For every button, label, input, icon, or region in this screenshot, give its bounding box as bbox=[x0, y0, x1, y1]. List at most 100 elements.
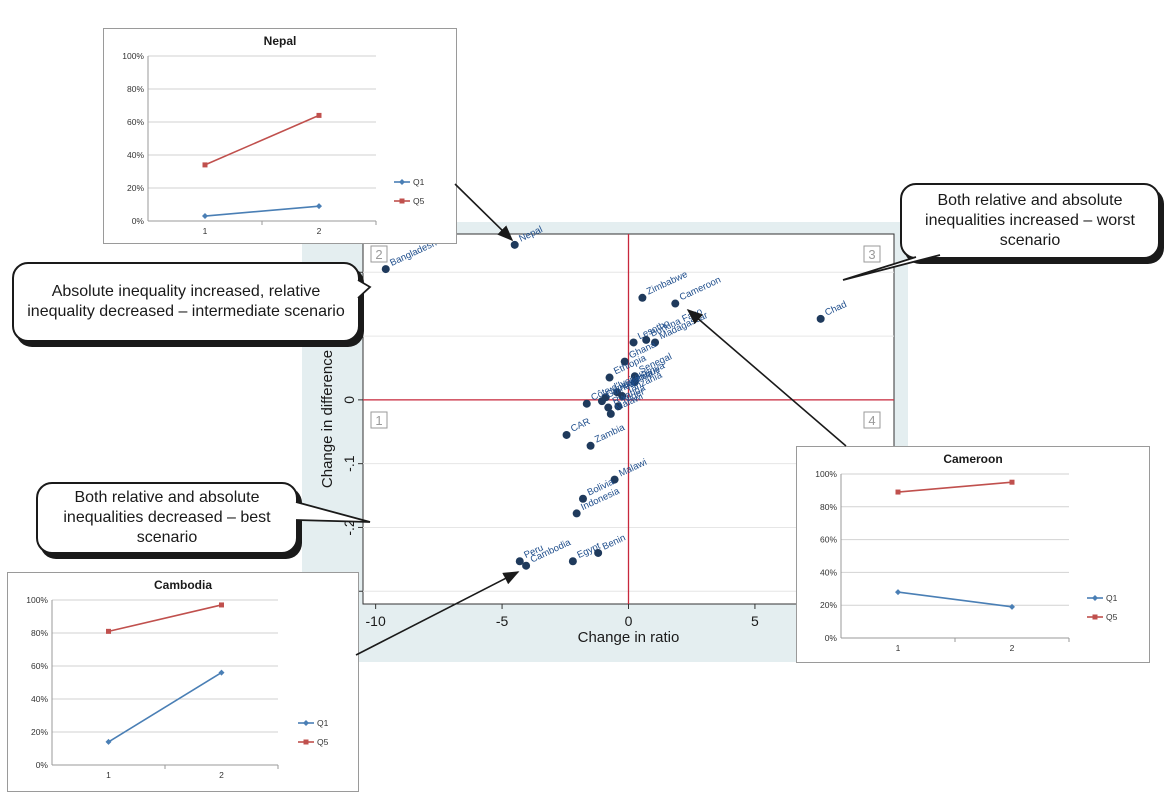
inset-series-line bbox=[108, 671, 222, 743]
quadrant-number: 3 bbox=[868, 247, 875, 262]
scatter-point bbox=[604, 403, 613, 412]
inset-y-tick-label: 40% bbox=[127, 150, 144, 160]
inset-y-tick-label: 60% bbox=[31, 661, 48, 671]
inset-marker-diamond bbox=[105, 738, 112, 745]
inset-series-line bbox=[204, 114, 320, 166]
inset-legend-marker bbox=[1092, 614, 1098, 620]
quadrant-number: 2 bbox=[375, 247, 382, 262]
inset-svg: Cambodia 0% 20% 40% 60% 80% 100% 1 2 Q1 Q5 bbox=[26, 578, 329, 780]
scatter-point bbox=[510, 240, 519, 249]
inset-legend-label: Q1 bbox=[413, 177, 425, 187]
quadrant-number-box bbox=[863, 411, 881, 429]
inset-y-tick-label: 0% bbox=[132, 216, 145, 226]
callout-intermediate-text: Absolute inequality increased, relative … bbox=[27, 283, 345, 320]
inset-legend-label: Q5 bbox=[413, 196, 425, 206]
scatter-point bbox=[578, 494, 587, 503]
scatter-point bbox=[816, 314, 825, 323]
x-tick-label: -5 bbox=[496, 613, 509, 629]
x-tick-label: 5 bbox=[751, 613, 759, 629]
scatter-point bbox=[642, 335, 651, 344]
inset-marker-square bbox=[219, 602, 224, 608]
scatter-point bbox=[381, 265, 390, 274]
quadrant-number-box bbox=[370, 411, 388, 429]
inset-y-tick-label: 80% bbox=[127, 84, 144, 94]
inset-marker-square bbox=[202, 162, 208, 168]
inset-y-tick-label: 20% bbox=[127, 183, 144, 193]
inset-marker-square bbox=[1009, 479, 1015, 485]
x-axis-label: Change in ratio bbox=[578, 629, 680, 646]
inset-title: Cambodia bbox=[154, 578, 212, 592]
inset-y-tick-label: 100% bbox=[26, 595, 48, 605]
inset-y-tick-label: 80% bbox=[31, 628, 48, 638]
inset-legend-label: Q1 bbox=[317, 718, 329, 728]
inset-x-tick-label: 2 bbox=[219, 770, 224, 780]
inset-svg: Nepal 0% 20% 40% 60% 80% 100% 1 2 Q1 Q5 bbox=[122, 34, 425, 236]
inset-series-line bbox=[897, 591, 1013, 608]
scatter-point bbox=[630, 378, 639, 386]
scatter-point bbox=[614, 402, 623, 411]
nepal-inset-chart: Nepal 0% 20% 40% 60% 80% 100% 1 2 Q1 Q5 bbox=[103, 28, 457, 244]
inset-y-tick-label: 100% bbox=[815, 469, 837, 479]
scatter-point bbox=[671, 299, 680, 308]
inset-y-tick-label: 60% bbox=[820, 535, 837, 545]
scatter-point bbox=[630, 372, 639, 381]
callout-intermediate-scenario: Absolute inequality increased, relative … bbox=[12, 262, 360, 342]
quadrant-number: 4 bbox=[868, 413, 875, 428]
cambodia-inset-chart: Cambodia 0% 20% 40% 60% 80% 100% 1 2 Q1 Q5 bbox=[7, 572, 359, 792]
scatter-point bbox=[638, 293, 647, 302]
y-axis-label: Change in difference bbox=[319, 350, 336, 488]
inset-x-tick-label: 1 bbox=[203, 226, 208, 236]
scatter-point bbox=[582, 399, 591, 408]
quadrant-number-box bbox=[370, 245, 388, 263]
inset-marker-diamond bbox=[218, 669, 225, 676]
scatter-point bbox=[618, 392, 627, 401]
inset-y-tick-label: 100% bbox=[122, 51, 144, 61]
scatter-point bbox=[605, 373, 614, 382]
inset-y-tick-label: 80% bbox=[820, 502, 837, 512]
inset-legend-label: Q1 bbox=[1106, 593, 1118, 603]
callout-best-scenario: Both relative and absolute inequalities … bbox=[36, 482, 298, 554]
inset-y-tick-label: 60% bbox=[127, 117, 144, 127]
x-tick-label: -10 bbox=[366, 613, 386, 629]
inset-legend-marker bbox=[399, 179, 405, 185]
quadrant-number: 1 bbox=[375, 413, 382, 428]
inset-y-tick-label: 20% bbox=[31, 727, 48, 737]
inset-legend-marker bbox=[1092, 595, 1098, 601]
inset-x-tick-label: 1 bbox=[896, 643, 901, 653]
inset-series-line bbox=[108, 604, 222, 633]
inset-marker-square bbox=[106, 628, 111, 634]
scatter-point bbox=[597, 397, 606, 406]
inset-marker-diamond bbox=[1009, 603, 1015, 610]
callout-worst-text: Both relative and absolute inequalities … bbox=[925, 192, 1135, 249]
inset-marker-square bbox=[895, 489, 901, 495]
inset-y-tick-label: 0% bbox=[36, 760, 49, 770]
scatter-point bbox=[568, 557, 577, 566]
scatter-point bbox=[562, 430, 571, 439]
inset-legend-marker bbox=[303, 739, 309, 745]
inset-x-tick-label: 2 bbox=[1010, 643, 1015, 653]
scatter-point bbox=[572, 509, 581, 518]
callout-worst-scenario: Both relative and absolute inequalities … bbox=[900, 183, 1160, 259]
inset-marker-square bbox=[316, 112, 322, 118]
inset-legend-label: Q5 bbox=[1106, 612, 1118, 622]
inset-svg: Cameroon 0% 20% 40% 60% 80% 100% 1 2 Q1 Q5 bbox=[815, 452, 1118, 653]
cameroon-inset-chart: Cameroon 0% 20% 40% 60% 80% 100% 1 2 Q1 Q5 bbox=[796, 446, 1150, 663]
inset-title: Cameroon bbox=[943, 452, 1002, 466]
scatter-point bbox=[620, 357, 629, 366]
scatter-point bbox=[586, 441, 595, 450]
inset-series-line bbox=[897, 481, 1013, 493]
scatter-point bbox=[606, 409, 615, 418]
inset-legend-marker bbox=[399, 198, 405, 204]
scatter-point bbox=[515, 557, 524, 566]
y-tick-label: 0 bbox=[341, 396, 357, 404]
inset-legend-marker bbox=[303, 720, 309, 726]
inset-y-tick-label: 0% bbox=[825, 633, 838, 643]
inset-y-tick-label: 40% bbox=[820, 567, 837, 577]
scatter-point bbox=[629, 338, 638, 347]
y-tick-label: -.2 bbox=[341, 519, 357, 536]
y-tick-label: -.1 bbox=[341, 455, 357, 472]
x-tick-label: 0 bbox=[625, 613, 633, 629]
scatter-point bbox=[522, 561, 531, 570]
inset-series-line bbox=[204, 205, 320, 217]
inset-marker-diamond bbox=[895, 589, 901, 596]
